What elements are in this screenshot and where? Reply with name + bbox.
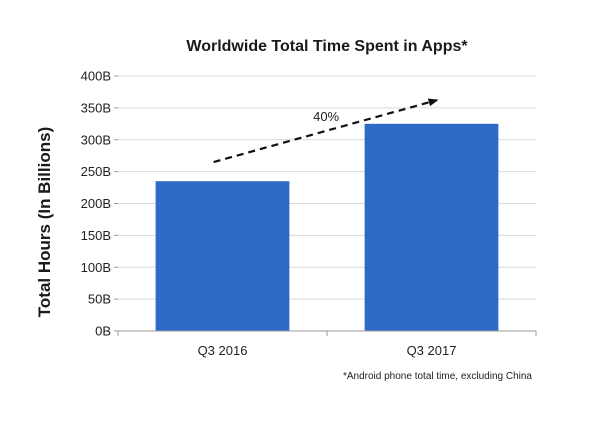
y-tick-label: 250B	[81, 164, 111, 179]
y-axis-label: Total Hours (In Billions)	[35, 127, 54, 317]
growth-annotation: 40%	[213, 98, 439, 164]
y-tick-label: 350B	[81, 100, 111, 115]
bar	[364, 123, 499, 331]
x-tick-label: Q3 2016	[198, 343, 248, 358]
y-tick-label: 100B	[81, 260, 111, 275]
y-tick-label: 400B	[81, 69, 111, 84]
x-tick-label: Q3 2017	[407, 343, 457, 358]
chart-title: Worldwide Total Time Spent in Apps*	[186, 38, 468, 55]
y-tick-label: 50B	[88, 292, 111, 307]
y-tick-label: 150B	[81, 228, 111, 243]
bar	[155, 181, 290, 331]
footnote: *Android phone total time, excluding Chi…	[343, 371, 532, 382]
growth-percentage: 40%	[313, 109, 339, 124]
y-tick-label: 0B	[95, 324, 111, 339]
y-axis-ticks: 0B 50B 100B 150B 200B 250B 300B 350B 400B	[81, 69, 118, 339]
bars	[155, 123, 499, 331]
dashed-arrow-icon	[213, 98, 439, 164]
y-tick-label: 200B	[81, 196, 111, 211]
x-axis-ticks: Q3 2016 Q3 2017	[117, 331, 537, 358]
y-tick-label: 300B	[81, 132, 111, 147]
